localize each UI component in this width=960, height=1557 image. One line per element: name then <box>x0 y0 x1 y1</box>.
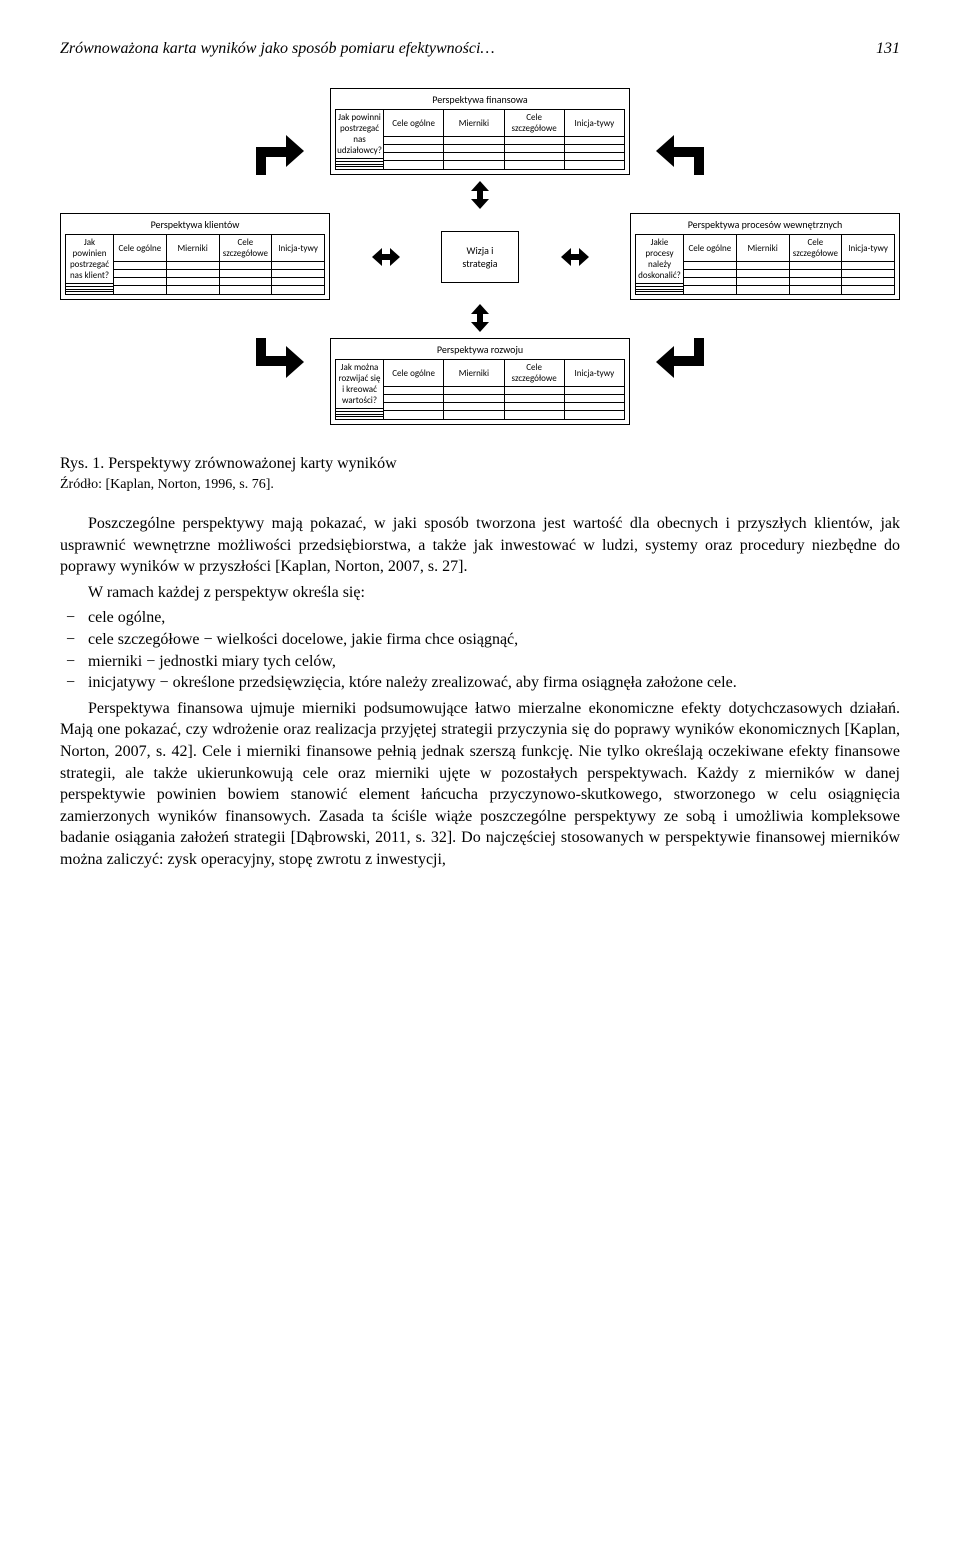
list-item: mierniki − jednostki miary tych celów, <box>60 651 900 673</box>
paragraph: W ramach każdej z perspektyw określa się… <box>60 582 900 604</box>
bsc-col: Cele ogólne <box>384 360 444 387</box>
bsc-col: Mierniki <box>737 235 790 262</box>
corner-arrow-bottom-right <box>656 338 704 382</box>
bullet-list: cele ogólne, cele szczegółowe − wielkośc… <box>60 607 900 693</box>
arrow-left-right-icon <box>372 246 400 268</box>
list-item: inicjatywy − określone przedsięwzięcia, … <box>60 672 900 694</box>
bsc-card-process: Perspektywa procesów wewnętrznych Jakie … <box>630 213 900 300</box>
bsc-col: Cele ogólne <box>684 235 737 262</box>
list-item: cele szczegółowe − wielkości docelowe, j… <box>60 629 900 651</box>
bsc-card-growth: Perspektywa rozwoju Jak można rozwijać s… <box>330 338 630 425</box>
body-text: Poszczególne perspektywy mają pokazać, w… <box>60 513 900 871</box>
corner-arrow-bottom-left <box>256 338 304 382</box>
arrow-up-down-icon <box>469 181 491 209</box>
bsc-col: Inicja-tywy <box>842 235 894 262</box>
running-header: Zrównoważona karta wyników jako sposób p… <box>60 40 900 58</box>
bsc-col: Cele szczegółowe <box>505 360 565 387</box>
corner-arrow-top-right <box>656 131 704 175</box>
bsc-diagram: Perspektywa finansowa Jak powinni postrz… <box>60 88 900 425</box>
bsc-col: Inicja-tywy <box>565 110 624 137</box>
bsc-card-title: Perspektywa procesów wewnętrznych <box>635 218 895 231</box>
bsc-card-title: Perspektywa klientów <box>65 218 325 231</box>
arrow-left-right-icon <box>561 246 589 268</box>
bsc-col: Inicja-tywy <box>272 235 324 262</box>
vision-strategy-box: Wizja i strategia <box>441 231 519 283</box>
bsc-card-customer: Perspektywa klientów Jak powinien postrz… <box>60 213 330 300</box>
arrow-up-down-icon <box>469 304 491 332</box>
bsc-question: Jak powinien postrzegać nas klient? <box>66 235 113 284</box>
bsc-col: Mierniki <box>444 110 504 137</box>
list-item: cele ogólne, <box>60 607 900 629</box>
bsc-card-title: Perspektywa rozwoju <box>335 343 625 356</box>
corner-arrow-top-left <box>256 131 304 175</box>
figure-caption: Rys. 1. Perspektywy zrównoważonej karty … <box>60 455 900 473</box>
bsc-col: Mierniki <box>167 235 220 262</box>
figure-source: Źródło: [Kaplan, Norton, 1996, s. 76]. <box>60 477 900 493</box>
bsc-col: Cele szczegółowe <box>220 235 273 262</box>
paragraph: Poszczególne perspektywy mają pokazać, w… <box>60 513 900 578</box>
running-title: Zrównoważona karta wyników jako sposób p… <box>60 40 495 58</box>
bsc-question: Jakie procesy należy doskonalić? <box>636 235 683 284</box>
bsc-card-title: Perspektywa finansowa <box>335 93 625 106</box>
page-number: 131 <box>876 40 900 58</box>
bsc-col: Cele ogólne <box>114 235 167 262</box>
bsc-card-financial: Perspektywa finansowa Jak powinni postrz… <box>330 88 630 175</box>
bsc-col: Cele szczegółowe <box>505 110 565 137</box>
bsc-question: Jak powinni postrzegać nas udziałowcy? <box>336 110 383 159</box>
paragraph: Perspektywa finansowa ujmuje mierniki po… <box>60 698 900 871</box>
bsc-col: Mierniki <box>444 360 504 387</box>
bsc-col: Inicja-tywy <box>565 360 624 387</box>
bsc-col: Cele szczegółowe <box>790 235 843 262</box>
bsc-question: Jak można rozwijać się i kreować wartośc… <box>336 360 383 409</box>
bsc-col: Cele ogólne <box>384 110 444 137</box>
